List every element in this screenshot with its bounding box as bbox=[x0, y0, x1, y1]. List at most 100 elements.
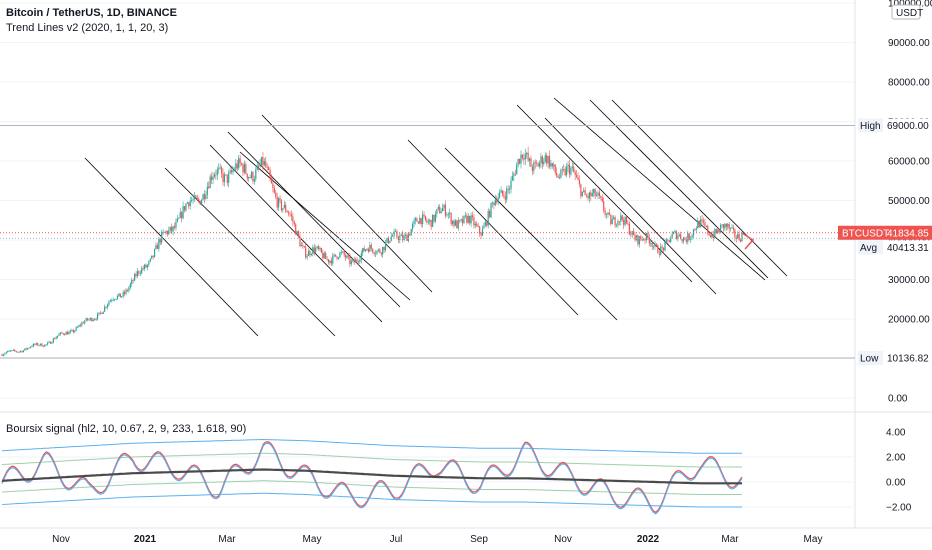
indicator-title[interactable]: Trend Lines v2 (2020, 1, 1, 20, 3) bbox=[6, 22, 169, 34]
candle-body bbox=[327, 259, 330, 263]
candle-body bbox=[548, 156, 551, 167]
candle-body bbox=[551, 163, 553, 167]
reference-lines bbox=[0, 124, 855, 359]
candle-body bbox=[654, 244, 656, 247]
candle-body bbox=[119, 293, 121, 298]
candle-body bbox=[717, 229, 719, 233]
candle-body bbox=[282, 208, 284, 211]
candle-body bbox=[407, 234, 409, 241]
price-axis[interactable]: 100000.0090000.0080000.0070000.0060000.0… bbox=[888, 0, 932, 405]
symbol-title[interactable]: Bitcoin / TetherUS, 1D, BINANCE bbox=[6, 7, 177, 19]
candle-body bbox=[540, 156, 542, 163]
candle-body bbox=[55, 337, 57, 339]
candle-body bbox=[290, 214, 293, 217]
candle-body bbox=[232, 170, 234, 173]
oscillator-title[interactable]: Boursix signal (hl2, 10, 0.67, 2, 9, 233… bbox=[6, 423, 247, 435]
candle-body bbox=[364, 249, 367, 252]
candle-body bbox=[34, 343, 36, 345]
time-axis[interactable]: Nov 2021 Mar May Jul Sep Nov 2022 Mar May bbox=[52, 534, 822, 545]
candle-body bbox=[376, 250, 378, 254]
candle-body bbox=[603, 201, 605, 211]
candle-body bbox=[571, 166, 573, 168]
candle-body bbox=[576, 174, 578, 178]
candle-body bbox=[674, 231, 676, 233]
candle-body bbox=[35, 343, 37, 345]
candle-body bbox=[29, 346, 32, 348]
candle-body bbox=[568, 164, 571, 175]
candle-body bbox=[369, 244, 371, 252]
candle-body bbox=[446, 214, 448, 216]
candle-body bbox=[556, 172, 558, 176]
candle-body bbox=[700, 219, 702, 228]
candle-body bbox=[136, 271, 139, 277]
candle-body bbox=[584, 190, 586, 196]
time-label: Mar bbox=[218, 534, 236, 545]
candle-body bbox=[427, 221, 429, 223]
candle-body bbox=[210, 176, 213, 180]
candle-body bbox=[58, 334, 60, 336]
candle-body bbox=[437, 207, 439, 210]
candle-body bbox=[738, 233, 740, 240]
candle-body bbox=[416, 218, 418, 222]
candle-body bbox=[373, 252, 375, 255]
candle-body bbox=[566, 166, 568, 176]
candle-body bbox=[660, 246, 662, 255]
candle-body bbox=[588, 192, 591, 199]
candle-body bbox=[25, 348, 27, 350]
candle-body bbox=[24, 348, 26, 351]
candle-body bbox=[528, 158, 531, 161]
candle-body bbox=[39, 343, 42, 346]
candle-body bbox=[570, 167, 572, 175]
candle-body bbox=[635, 235, 638, 240]
candle-body bbox=[735, 237, 737, 239]
candle-body bbox=[641, 239, 643, 241]
candle-body bbox=[41, 343, 43, 347]
candle-body bbox=[550, 163, 552, 167]
candle-body bbox=[347, 255, 350, 257]
candle-body bbox=[741, 232, 743, 242]
candle-body bbox=[621, 215, 623, 221]
oscillator-axis[interactable]: 4.00 2.00 0.00 −2.00 bbox=[886, 428, 912, 514]
candle-body bbox=[546, 155, 548, 164]
candle-body bbox=[99, 312, 101, 314]
candle-body bbox=[725, 223, 727, 227]
candle-body bbox=[383, 246, 385, 251]
candle-body bbox=[710, 235, 712, 238]
candle-body bbox=[118, 293, 120, 296]
candle-body bbox=[283, 204, 285, 209]
candle-body bbox=[691, 235, 693, 238]
candle-body bbox=[578, 179, 581, 185]
candle-body bbox=[590, 192, 592, 197]
trend-line-6 bbox=[407, 139, 579, 316]
candle-body bbox=[374, 253, 377, 255]
candle-body bbox=[148, 261, 150, 265]
candle-body bbox=[192, 199, 194, 201]
candle-body bbox=[728, 224, 730, 229]
trend-line-4 bbox=[239, 151, 411, 301]
candle-body bbox=[404, 234, 407, 236]
candle-body bbox=[138, 271, 140, 274]
candle-body bbox=[213, 174, 216, 177]
candle-body bbox=[524, 154, 526, 160]
avg-tag-value: 40413.31 bbox=[887, 243, 929, 254]
candle-body bbox=[32, 343, 34, 347]
candle-body bbox=[711, 234, 713, 238]
candle-body bbox=[729, 227, 732, 229]
candle-body bbox=[357, 261, 360, 263]
candle-body bbox=[44, 344, 46, 347]
candle-body bbox=[567, 164, 569, 167]
candle-body bbox=[268, 167, 270, 171]
candle-body bbox=[580, 184, 582, 197]
candle-body bbox=[169, 226, 171, 231]
candle-body bbox=[270, 177, 273, 184]
candle-body bbox=[531, 166, 534, 171]
candle-body bbox=[382, 246, 384, 255]
candle-body bbox=[479, 226, 481, 234]
candle-body bbox=[677, 235, 679, 239]
candle-body bbox=[242, 164, 244, 173]
candle-body bbox=[489, 210, 491, 218]
candle-body bbox=[574, 171, 576, 175]
candle-body bbox=[89, 317, 92, 320]
time-label: Mar bbox=[721, 534, 739, 545]
